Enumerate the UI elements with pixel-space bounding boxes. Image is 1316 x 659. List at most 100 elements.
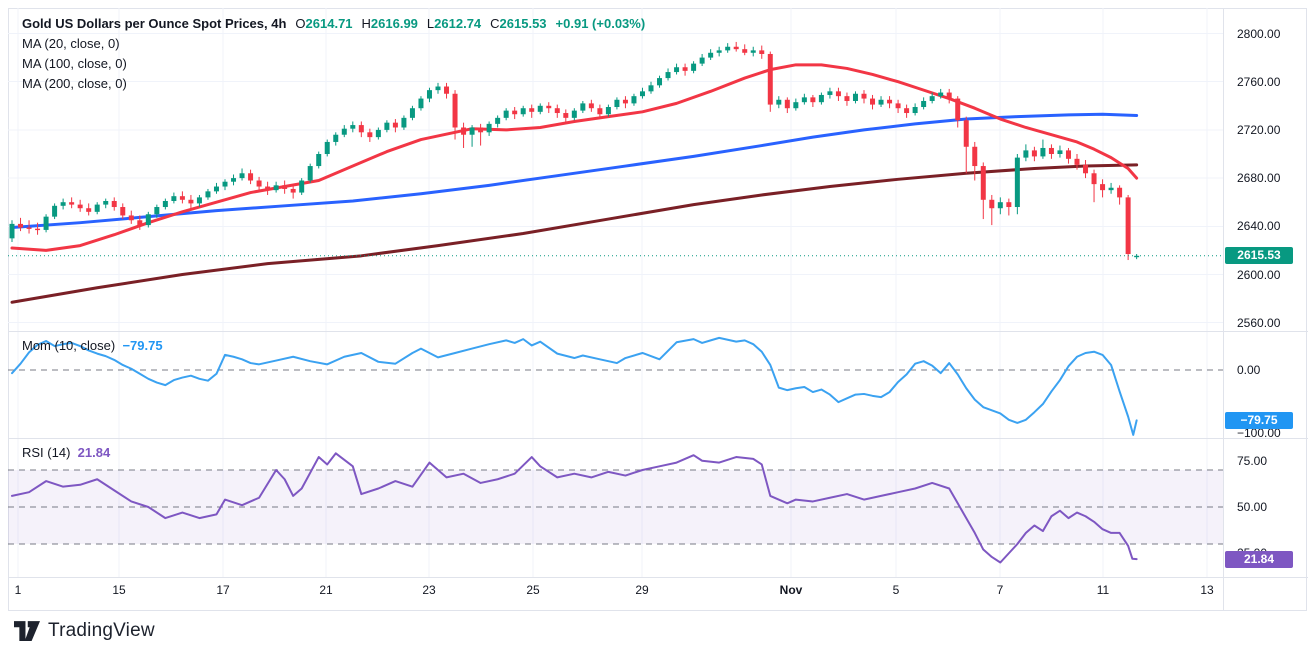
- candle-up: [435, 86, 441, 91]
- ohlc-o: O2614.71: [295, 16, 353, 31]
- ma-legend-row-2[interactable]: MA (200, close, 0): [22, 76, 127, 91]
- candle-down: [1074, 158, 1080, 165]
- candle-up: [912, 107, 918, 114]
- candle-up: [852, 93, 858, 101]
- candle-down: [86, 208, 92, 212]
- candle-up: [520, 108, 526, 115]
- candle-up: [648, 85, 654, 92]
- pane-divider[interactable]: [8, 438, 1308, 439]
- candle-down: [26, 227, 32, 229]
- candle-up: [324, 141, 330, 154]
- candle-down: [69, 202, 75, 205]
- candle-up: [307, 166, 313, 181]
- candle-down: [844, 96, 850, 101]
- candle-up: [537, 105, 543, 112]
- candle-down: [597, 108, 603, 115]
- candle-down: [461, 127, 467, 135]
- time-axis-label: 29: [635, 583, 649, 597]
- candle-down: [622, 99, 628, 104]
- candle-up: [801, 97, 807, 103]
- candle-up: [665, 72, 671, 79]
- candle-down: [946, 92, 952, 99]
- candle-down: [128, 215, 134, 221]
- candle-down: [989, 199, 995, 209]
- candle-up: [409, 108, 415, 118]
- main-price-pane[interactable]: [8, 8, 1223, 331]
- rsi-legend[interactable]: RSI (14) 21.84: [22, 445, 111, 460]
- time-axis-label: Nov: [779, 583, 803, 597]
- candle-up: [205, 191, 211, 198]
- candle-down: [358, 125, 364, 133]
- time-axis-divider: [8, 577, 1308, 578]
- rsi-line: [11, 452, 1138, 564]
- candle-up: [350, 125, 356, 129]
- candle-down: [282, 185, 288, 189]
- momentum-badge: −79.75: [1225, 411, 1293, 429]
- time-axis-label: 5: [892, 583, 900, 597]
- rsi-value: 21.84: [77, 445, 111, 460]
- ma200-line: [10, 163, 1139, 304]
- candle-down: [767, 53, 773, 105]
- time-axis-label: 25: [526, 583, 540, 597]
- rsi-badge: 21.84: [1225, 550, 1293, 568]
- candle-up: [793, 102, 799, 109]
- price-axis-label: 2680.00: [1237, 171, 1281, 186]
- candle-down: [290, 188, 296, 193]
- candle-down: [1006, 202, 1012, 208]
- candle-up: [384, 122, 390, 130]
- price-scale-border: [1223, 8, 1224, 611]
- ohlc-c: C2615.53: [490, 16, 547, 31]
- candle-up: [196, 197, 202, 204]
- candle-down: [35, 228, 41, 231]
- candle-up: [614, 99, 620, 108]
- candle-down: [980, 166, 986, 200]
- candle-up: [341, 128, 347, 135]
- candle-up: [1023, 150, 1029, 158]
- time-axis-label: 21: [319, 583, 333, 597]
- candle-down: [742, 49, 748, 53]
- candle-down: [895, 103, 901, 109]
- candle-down: [529, 108, 535, 112]
- candle-up: [103, 200, 109, 205]
- ma-legend-row-0[interactable]: MA (20, close, 0): [22, 36, 120, 51]
- candle-up: [674, 67, 680, 73]
- candle-up: [469, 127, 475, 135]
- candle-down: [111, 200, 117, 208]
- pane-divider[interactable]: [8, 331, 1308, 332]
- candle-up: [1057, 150, 1063, 154]
- candle-up: [1108, 187, 1114, 191]
- candle-down: [18, 223, 24, 228]
- candle-up: [486, 123, 492, 133]
- price-axis-label: 2600.00: [1237, 267, 1281, 282]
- momentum-pane[interactable]: [8, 331, 1223, 438]
- candle-up: [426, 90, 432, 99]
- candle-up: [1014, 157, 1020, 208]
- candle-down: [588, 103, 594, 109]
- momentum-legend[interactable]: Mom (10, close) −79.75: [22, 338, 163, 353]
- ohlc-l: L2612.74: [426, 16, 482, 31]
- candle-up: [818, 94, 824, 103]
- rsi-pane[interactable]: [8, 438, 1223, 577]
- candle-down: [188, 199, 194, 204]
- candle-down: [77, 204, 83, 209]
- ma-legend-row-1[interactable]: MA (100, close, 0): [22, 56, 127, 71]
- candle-down: [248, 173, 254, 181]
- symbol-row[interactable]: Gold US Dollars per Ounce Spot Prices, 4…: [22, 14, 645, 34]
- candle-up: [776, 99, 782, 105]
- candle-down: [512, 110, 518, 115]
- candle-up: [9, 223, 15, 239]
- tradingview-logo[interactable]: TradingView: [14, 620, 155, 642]
- candle-up: [375, 129, 381, 138]
- candle-up: [725, 46, 731, 51]
- candle-down: [1083, 164, 1089, 174]
- candle-down: [682, 67, 688, 71]
- candle-up: [43, 216, 49, 230]
- candle-up: [299, 180, 305, 193]
- candle-down: [1065, 150, 1071, 159]
- tradingview-logo-icon: [14, 620, 40, 641]
- candle-down: [1117, 187, 1123, 198]
- candle-up: [631, 96, 637, 104]
- candle-up: [605, 107, 611, 115]
- candle-up: [657, 78, 663, 86]
